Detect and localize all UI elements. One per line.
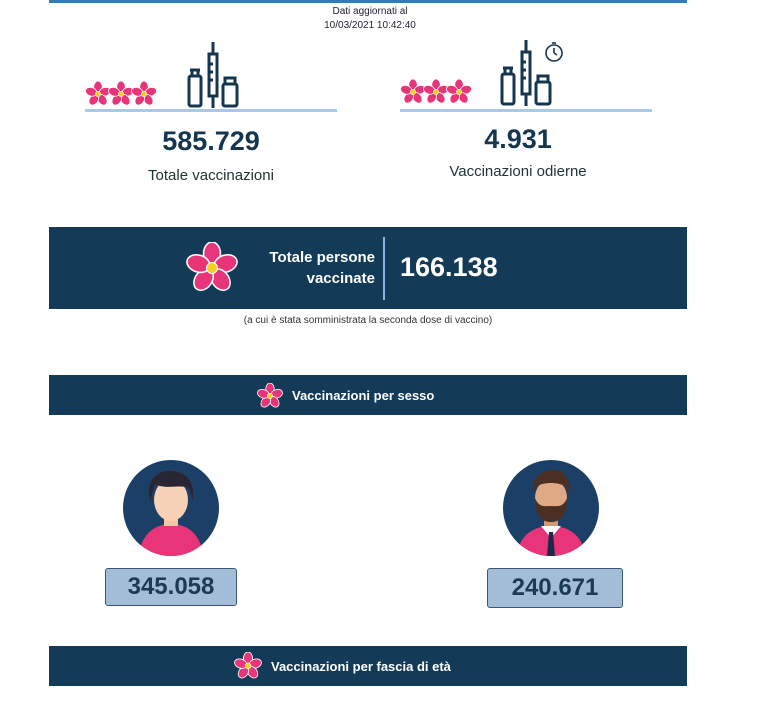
total-vaccinations-label: Totale vaccinazioni (148, 167, 274, 184)
flowers-icon (400, 77, 472, 107)
section-title-by-age: Vaccinazioni per fascia di età (271, 659, 451, 674)
total-persons-divider (383, 237, 385, 300)
total-persons-value: 166.138 (400, 252, 498, 282)
female-avatar-icon (123, 460, 219, 556)
kpi-divider (85, 109, 337, 112)
total-vaccinations-value: 585.729 (162, 126, 260, 156)
flower-icon (257, 383, 283, 414)
male-avatar-icon (503, 460, 599, 556)
updated-label: Dati aggiornati al (332, 6, 408, 17)
flower-icon (234, 652, 262, 685)
total-persons-label: Totale persone vaccinate (239, 247, 375, 289)
total-persons-label-line1: Totale persone (269, 249, 375, 266)
flower-icon (186, 242, 238, 299)
male-count: 240.671 (487, 568, 623, 608)
second-dose-note: (a cui è stata somministrata la seconda … (243, 315, 493, 326)
female-count: 345.058 (105, 568, 237, 606)
updated-timestamp: 10/03/2021 10:42:40 (324, 20, 416, 31)
section-header-by-sex: Vaccinazioni per sesso (49, 375, 687, 415)
timer-icon (543, 41, 565, 68)
flowers-icon (85, 79, 157, 109)
today-vaccinations-label: Vaccinazioni odierne (449, 163, 587, 180)
vaccine-icon (185, 40, 241, 115)
top-accent-bar (49, 0, 687, 3)
kpi-divider (400, 109, 652, 112)
total-persons-label-line2: vaccinate (306, 270, 375, 287)
section-header-by-age: Vaccinazioni per fascia di età (49, 646, 687, 686)
today-vaccinations-value: 4.931 (484, 124, 552, 154)
total-persons-panel: Totale persone vaccinate 166.138 (49, 227, 687, 309)
section-title-by-sex: Vaccinazioni per sesso (292, 388, 435, 403)
